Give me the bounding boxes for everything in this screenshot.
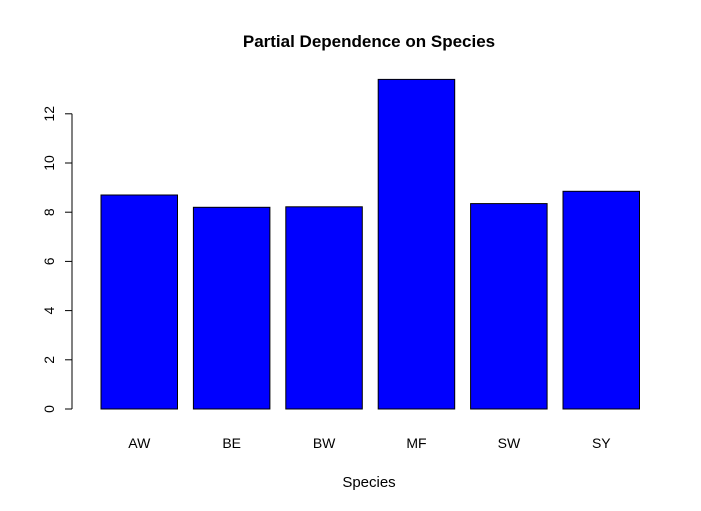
bar-mf xyxy=(377,78,456,410)
bars-group xyxy=(100,78,640,410)
y-tick-label: 2 xyxy=(41,356,57,364)
y-tick-label: 4 xyxy=(41,306,57,314)
y-tick-label: 6 xyxy=(41,257,57,265)
bar-sw xyxy=(470,203,548,410)
bar-sy xyxy=(562,190,640,410)
x-tick-label-aw: AW xyxy=(128,435,151,451)
x-tick-label-sy: SY xyxy=(592,435,611,451)
y-tick-label: 8 xyxy=(41,208,57,216)
x-tick-label-bw: BW xyxy=(313,435,336,451)
chart-title: Partial Dependence on Species xyxy=(243,32,495,51)
bar-bw xyxy=(285,206,363,410)
y-axis: 0 2 4 6 8 10 12 xyxy=(41,106,73,413)
x-tick-label-sw: SW xyxy=(498,435,521,451)
x-tick-label-mf: MF xyxy=(406,435,426,451)
x-tick-labels: AW BE BW MF SW SY xyxy=(128,435,611,451)
bar-aw xyxy=(100,194,178,410)
y-tick-label: 12 xyxy=(41,106,57,122)
y-tick-label: 10 xyxy=(41,155,57,171)
x-tick-label-be: BE xyxy=(222,435,241,451)
bar-be xyxy=(192,206,271,410)
y-tick-label: 0 xyxy=(41,405,57,413)
x-axis-label: Species xyxy=(342,474,395,491)
